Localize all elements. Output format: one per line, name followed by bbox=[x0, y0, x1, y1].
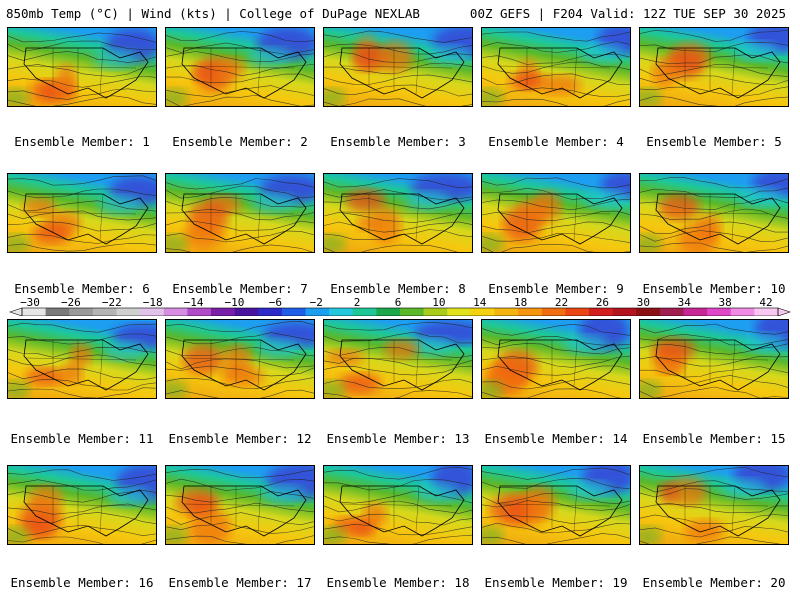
colorbar-swatch bbox=[92, 308, 117, 316]
colorbar-tick-label: −22 bbox=[101, 296, 122, 309]
colorbar-swatch bbox=[541, 308, 566, 316]
colorbar-swatch bbox=[707, 308, 732, 316]
ensemble-map-panel bbox=[165, 319, 315, 399]
colorbar-tick-label: 42 bbox=[759, 296, 773, 309]
ensemble-map-panel bbox=[481, 27, 631, 107]
colorbar-tick-label: −18 bbox=[142, 296, 163, 309]
ensemble-member-label: Ensemble Member: 9 bbox=[488, 281, 624, 296]
colorbar-swatch bbox=[612, 308, 637, 316]
colorbar-swatch bbox=[329, 308, 354, 316]
ensemble-map-panel bbox=[7, 27, 157, 107]
colorbar-swatch bbox=[659, 308, 684, 316]
ensemble-map-panel bbox=[481, 319, 631, 399]
colorbar-swatch bbox=[22, 308, 46, 316]
ensemble-member-label: Ensemble Member: 3 bbox=[330, 134, 466, 149]
ensemble-map-panel bbox=[7, 173, 157, 253]
colorbar-tick-label: 18 bbox=[514, 296, 528, 309]
colorbar-swatch bbox=[683, 308, 708, 316]
ensemble-map-panel bbox=[481, 465, 631, 545]
ensemble-member-label: Ensemble Member: 15 bbox=[642, 431, 786, 446]
colorbar-min-arrow bbox=[9, 307, 23, 316]
colorbar-swatch bbox=[400, 308, 424, 316]
colorbar-swatch bbox=[470, 308, 495, 316]
colorbar-swatch bbox=[69, 308, 94, 316]
ensemble-member-label: Ensemble Member: 14 bbox=[484, 431, 628, 446]
ensemble-map-panel bbox=[323, 465, 473, 545]
ensemble-member-label: Ensemble Member: 18 bbox=[326, 575, 470, 590]
colorbar-tick-label: −26 bbox=[60, 296, 81, 309]
colorbar-swatch bbox=[447, 308, 472, 316]
colorbar-swatch bbox=[636, 308, 661, 316]
colorbar-swatch bbox=[211, 308, 235, 316]
ensemble-member-label: Ensemble Member: 7 bbox=[172, 281, 308, 296]
ensemble-member-label: Ensemble Member: 11 bbox=[10, 431, 154, 446]
colorbar-tick-label: 10 bbox=[432, 296, 446, 309]
colorbar-tick-label: 38 bbox=[718, 296, 732, 309]
colorbar-swatch bbox=[494, 308, 519, 316]
colorbar-tick-label: 34 bbox=[677, 296, 691, 309]
colorbar-swatch bbox=[305, 308, 330, 316]
ensemble-member-label: Ensemble Member: 10 bbox=[642, 281, 786, 296]
ensemble-member-label: Ensemble Member: 8 bbox=[330, 281, 466, 296]
colorbar-tick-label: −30 bbox=[20, 296, 40, 309]
ensemble-member-label: Ensemble Member: 19 bbox=[484, 575, 628, 590]
colorbar-swatch bbox=[45, 308, 70, 316]
model-run-valid-time: 00Z GEFS | F204 Valid: 12Z TUE SEP 30 20… bbox=[469, 6, 786, 21]
ensemble-map-panel bbox=[165, 27, 315, 107]
ensemble-map-panel bbox=[165, 465, 315, 545]
colorbar-swatch bbox=[234, 308, 259, 316]
ensemble-map-panel bbox=[323, 173, 473, 253]
colorbar-tick-label: 2 bbox=[353, 296, 361, 309]
ensemble-map-panel bbox=[639, 173, 789, 253]
colorbar-tick-label: 6 bbox=[394, 296, 402, 309]
colorbar-tick-label: −6 bbox=[268, 296, 282, 309]
ensemble-member-label: Ensemble Member: 2 bbox=[172, 134, 308, 149]
ensemble-map-panel bbox=[639, 465, 789, 545]
ensemble-map-panel bbox=[165, 173, 315, 253]
ensemble-member-label: Ensemble Member: 16 bbox=[10, 575, 154, 590]
colorbar-tick-label: −14 bbox=[183, 296, 204, 309]
ensemble-member-label: Ensemble Member: 4 bbox=[488, 134, 624, 149]
colorbar-swatch bbox=[423, 308, 448, 316]
colorbar-tick-label: 30 bbox=[636, 296, 650, 309]
ensemble-map-panel bbox=[7, 465, 157, 545]
colorbar-tick-labels: −30 −26 −22 −18 −14 −10 −6 −2 2 6 10 14 18 22 26 30 34 38… bbox=[0, 296, 800, 309]
ensemble-member-label: Ensemble Member: 5 bbox=[646, 134, 782, 149]
colorbar-swatch bbox=[140, 308, 165, 316]
colorbar-swatch bbox=[187, 308, 212, 316]
ensemble-member-label: Ensemble Member: 1 bbox=[14, 134, 150, 149]
ensemble-map-panel bbox=[7, 319, 157, 399]
colorbar-swatch bbox=[116, 308, 141, 316]
colorbar-swatch bbox=[281, 308, 306, 316]
colorbar-swatch bbox=[258, 308, 283, 316]
colorbar-swatch bbox=[352, 308, 377, 316]
colorbar-max-arrow bbox=[777, 307, 791, 316]
ensemble-member-label: Ensemble Member: 13 bbox=[326, 431, 470, 446]
ensemble-member-label: Ensemble Member: 6 bbox=[14, 281, 150, 296]
colorbar-swatch bbox=[730, 308, 755, 316]
colorbar-swatch bbox=[754, 308, 779, 316]
colorbar-swatch bbox=[518, 308, 543, 316]
ensemble-map-panel bbox=[323, 27, 473, 107]
ensemble-map-panel bbox=[481, 173, 631, 253]
colorbar-tick-label: −2 bbox=[309, 296, 323, 309]
colorbar-tick-label: 26 bbox=[595, 296, 610, 309]
ensemble-map-panel bbox=[639, 27, 789, 107]
ensemble-member-label: Ensemble Member: 12 bbox=[168, 431, 312, 446]
colorbar-swatch bbox=[376, 308, 401, 316]
temperature-colorbar bbox=[9, 307, 791, 316]
colorbar-swatch bbox=[565, 308, 590, 316]
ensemble-member-label: Ensemble Member: 20 bbox=[642, 575, 786, 590]
colorbar-swatch bbox=[589, 308, 613, 316]
ensemble-map-panel bbox=[639, 319, 789, 399]
colorbar-tick-label: 22 bbox=[554, 296, 569, 309]
ensemble-member-label: Ensemble Member: 17 bbox=[168, 575, 312, 590]
colorbar-tick-label: −10 bbox=[224, 296, 245, 309]
colorbar-frame bbox=[21, 307, 779, 316]
colorbar-tick-label: 14 bbox=[473, 296, 487, 309]
ensemble-map-panel bbox=[323, 319, 473, 399]
map-title: 850mb Temp (°C) | Wind (kts) | College o… bbox=[6, 6, 420, 21]
colorbar-swatch bbox=[163, 308, 188, 316]
